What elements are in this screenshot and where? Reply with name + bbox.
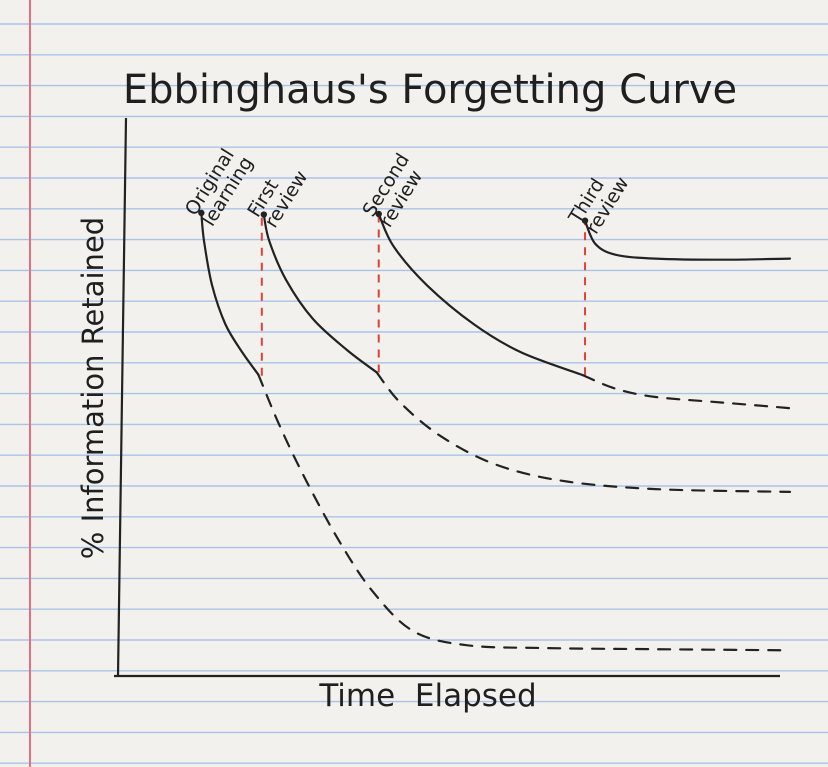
review-markers — [260, 213, 587, 376]
y-axis — [116, 117, 128, 677]
curves — [200, 211, 792, 652]
decay-curve-solid — [583, 219, 792, 261]
decay-curve-dashed — [581, 374, 792, 410]
review-point — [260, 211, 268, 218]
decay-curve-solid — [377, 212, 585, 377]
ruled-lines — [0, 23, 828, 764]
review-point — [581, 217, 589, 224]
review-point — [375, 210, 382, 218]
x-axis-label: Time Elapsed — [318, 678, 536, 714]
decay-curve-solid — [200, 211, 260, 376]
review-point — [198, 209, 205, 217]
decay-curve-dashed — [257, 373, 792, 652]
chart-title: Ebbinghaus's Forgetting Curve — [123, 67, 737, 113]
y-axis-label: % Information Retained — [76, 217, 110, 559]
decay-curve-solid — [262, 213, 378, 374]
decay-curve-dashed — [375, 371, 792, 493]
